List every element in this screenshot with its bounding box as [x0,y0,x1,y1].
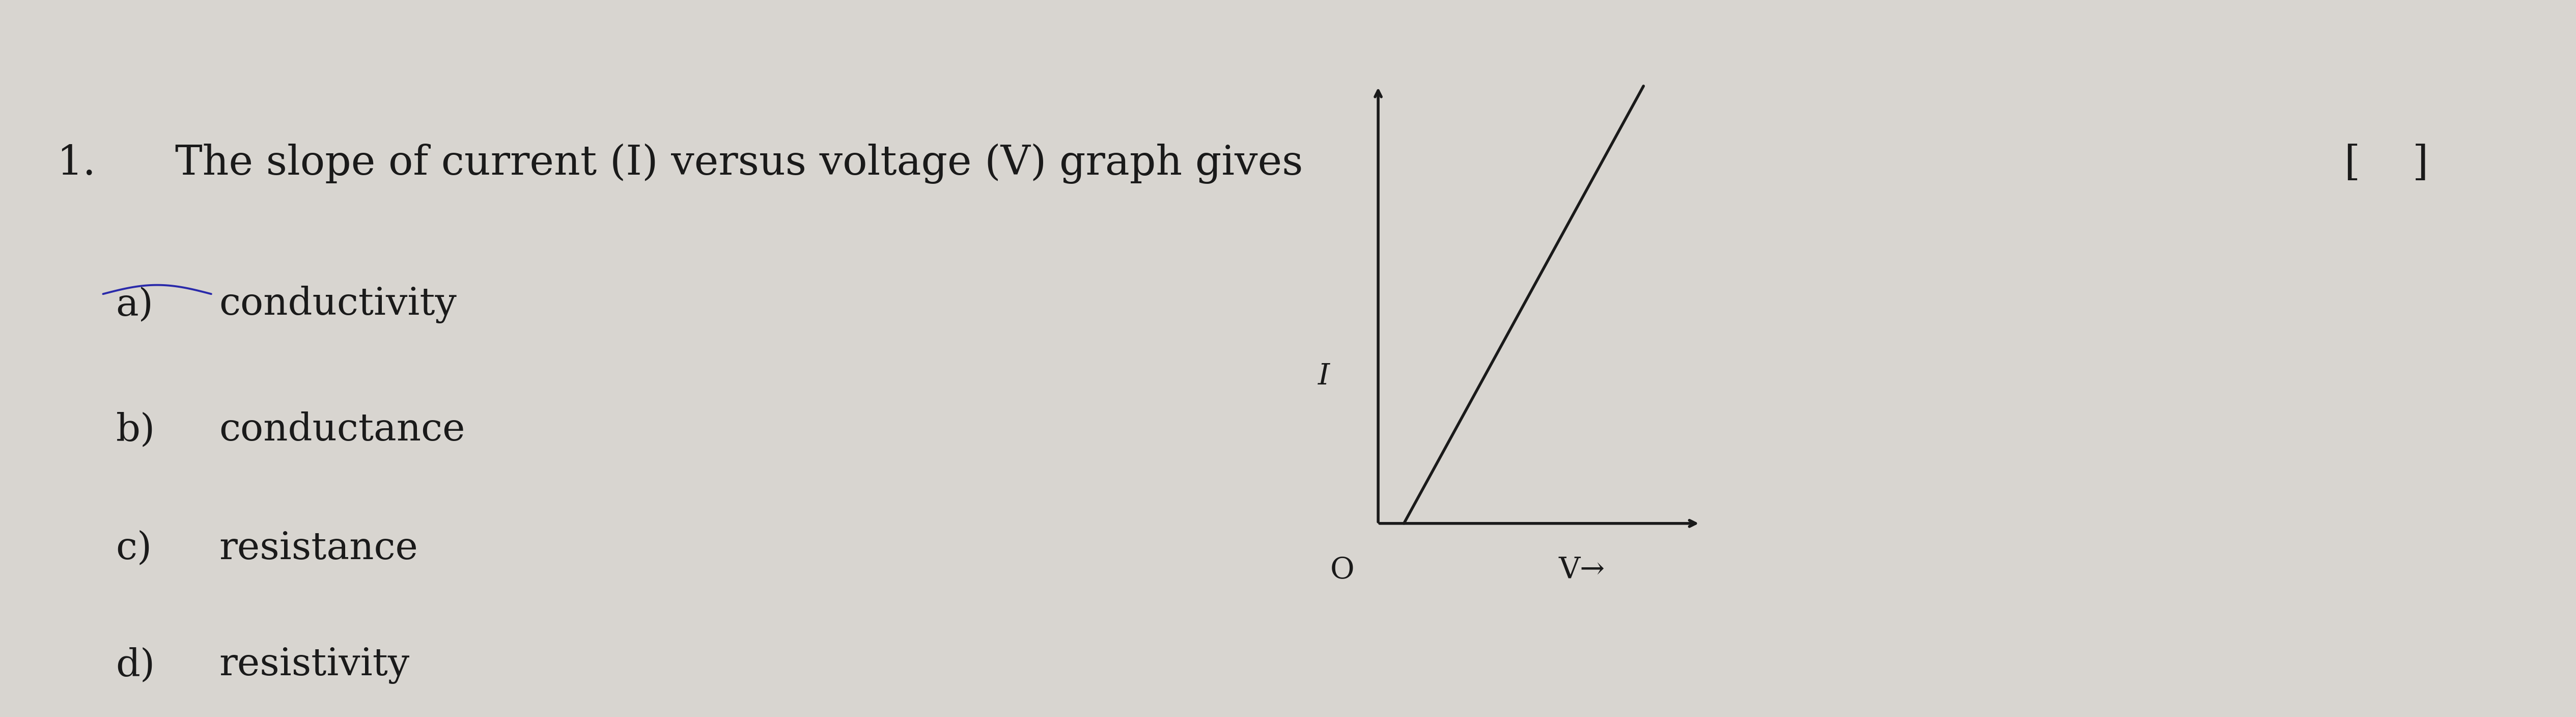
Text: conductivity: conductivity [219,286,456,323]
Text: b): b) [116,412,155,449]
Text: V→: V→ [1558,556,1605,584]
Text: d): d) [116,647,155,684]
Text: I: I [1319,362,1329,391]
Text: c): c) [116,530,152,567]
Text: conductance: conductance [219,412,466,449]
Text: 1.: 1. [57,143,95,183]
Text: [    ]: [ ] [2344,143,2429,183]
Text: a): a) [116,286,155,323]
Text: The slope of current (I) versus voltage (V) graph gives: The slope of current (I) versus voltage … [175,143,1303,184]
Text: resistance: resistance [219,530,417,567]
Text: O: O [1329,556,1355,584]
Text: resistivity: resistivity [219,647,410,684]
